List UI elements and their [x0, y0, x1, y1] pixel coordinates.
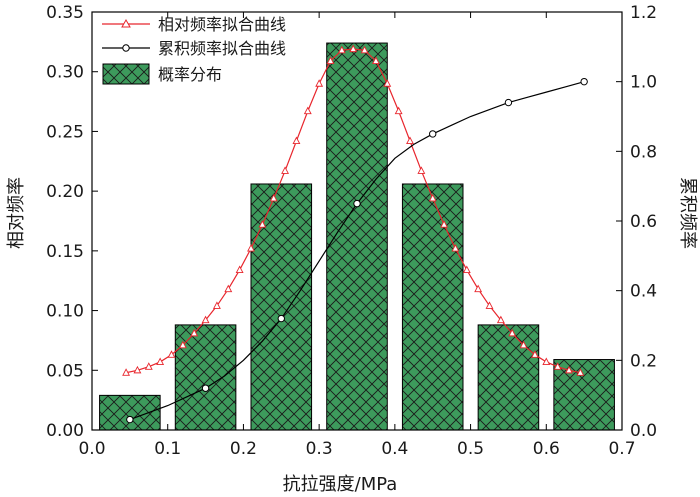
y-left-tick-label-2: 0.10	[46, 302, 84, 322]
x-tick-label-2: 0.2	[230, 439, 257, 459]
relative-curve-marker-24	[394, 106, 403, 115]
relative-curve-marker-30	[462, 265, 471, 274]
relative-curve-marker-35	[519, 340, 528, 349]
y-left-tick-label-4: 0.20	[46, 182, 84, 202]
relative-curve-marker-9	[224, 284, 233, 293]
y-right-tick-label-4: 0.8	[630, 142, 657, 162]
relative-curve-marker-29	[451, 243, 460, 252]
y-right-tick-label-5: 1.0	[630, 73, 657, 93]
relative-curve-marker-19	[337, 45, 346, 54]
legend: 相对频率拟合曲线 累积频率拟合曲线 概率分布	[102, 15, 286, 85]
relative-curve-marker-3	[156, 357, 165, 365]
relative-curve-marker-14	[281, 166, 290, 174]
relative-curve-marker-23	[383, 79, 392, 87]
y-left-tick-label-7: 0.35	[46, 3, 84, 23]
x-tick-label-4: 0.4	[381, 439, 408, 459]
relative-curve-marker-6	[190, 328, 199, 337]
bar-5	[477, 324, 540, 431]
relative-curve-marker-31	[474, 284, 483, 293]
cumulative-curve-marker-6	[580, 77, 588, 86]
x-tick-label-7: 0.7	[608, 439, 635, 459]
y-left-tick-label-3: 0.15	[46, 242, 84, 262]
relative-curve-marker-34	[508, 328, 517, 337]
y-left-tick-label-0: 0.00	[46, 421, 84, 441]
relative-frequency-curve	[122, 44, 585, 376]
relative-curve-marker-25	[406, 136, 414, 145]
y-right-tick-label-3: 0.6	[630, 212, 657, 232]
relative-curve-marker-21	[360, 45, 369, 54]
y-left-tick-label-1: 0.05	[46, 361, 84, 381]
y-right-tick-label-6: 1.2	[630, 3, 657, 23]
bar-1	[174, 324, 237, 431]
legend-relative-marker	[121, 18, 131, 28]
relative-curve-marker-36	[530, 350, 539, 358]
relative-curve-marker-11	[247, 243, 255, 252]
x-tick-label-5: 0.5	[457, 439, 484, 459]
relative-curve-marker-8	[212, 301, 221, 309]
bars-layer	[99, 42, 615, 431]
relative-curve-marker-33	[496, 315, 505, 324]
cumulative-curve-marker-0	[126, 415, 134, 424]
relative-curve-marker-0	[122, 368, 131, 376]
relative-curve-marker-13	[269, 193, 278, 202]
y-right-tick-label-1: 0.2	[630, 351, 657, 371]
x-tick-label-0: 0.0	[78, 439, 105, 459]
y-left-tick-label-5: 0.25	[46, 122, 84, 142]
x-tick-label-1: 0.1	[154, 439, 181, 459]
cumulative-curve-marker-2	[277, 314, 285, 323]
y-left-axis-title: 相对频率	[6, 177, 27, 249]
legend-bar-swatch	[102, 63, 150, 85]
bar-0	[99, 394, 161, 431]
relative-curve-marker-15	[292, 136, 301, 145]
relative-curve-marker-16	[303, 106, 312, 115]
y-right-axis-title: 累积频率	[677, 177, 698, 249]
x-axis-title: 抗拉强度/MPa	[283, 474, 398, 495]
relative-curve-marker-39	[565, 365, 573, 374]
relative-curve-marker-7	[201, 315, 210, 324]
cumulative-frequency-curve	[126, 77, 588, 424]
relative-curve-marker-28	[440, 220, 449, 228]
relative-curve-marker-2	[144, 362, 153, 370]
relative-curve-marker-18	[326, 56, 335, 65]
tick-layer: 0.0 0.1 0.2 0.3 0.4 0.5 0.6 0.7 0.00 0.05 0.10 0.15…	[46, 3, 657, 459]
bar-4	[401, 183, 464, 431]
relative-curve-marker-1	[133, 365, 142, 374]
x-tick-label-6: 0.6	[533, 439, 560, 459]
cumulative-curve-marker-1	[201, 384, 210, 392]
legend-cumulative-marker	[122, 44, 130, 52]
x-tick-label-3: 0.3	[306, 439, 333, 459]
relative-curve-marker-22	[371, 56, 380, 65]
relative-curve-marker-40	[576, 368, 585, 376]
relative-curve-marker-10	[235, 265, 244, 274]
relative-curve-marker-32	[485, 301, 494, 309]
relative-curve-marker-37	[542, 357, 551, 365]
relative-curve-marker-20	[349, 44, 358, 53]
relative-curve-marker-26	[417, 166, 426, 174]
y-right-tick-label-0: 0.0	[630, 421, 657, 441]
cumulative-curve-marker-5	[504, 98, 513, 107]
relative-curve-marker-5	[178, 340, 187, 349]
legend-bar-label: 概率分布	[158, 65, 222, 84]
relative-curve-marker-38	[553, 362, 562, 370]
cumulative-curve-marker-4	[429, 130, 437, 138]
cumulative-curve-marker-3	[353, 199, 361, 208]
legend-relative-label: 相对频率拟合曲线	[158, 15, 286, 34]
relative-curve-marker-27	[428, 193, 437, 202]
y-left-tick-label-6: 0.30	[46, 63, 84, 83]
relative-curve-marker-4	[167, 350, 176, 358]
relative-curve-marker-12	[258, 220, 267, 228]
relative-curve-marker-17	[315, 79, 324, 87]
bar-3	[326, 42, 388, 431]
legend-cumulative-label: 累积频率拟合曲线	[158, 39, 286, 58]
bar-2	[250, 183, 313, 431]
y-right-tick-label-2: 0.4	[630, 282, 657, 302]
bar-6	[553, 359, 615, 431]
